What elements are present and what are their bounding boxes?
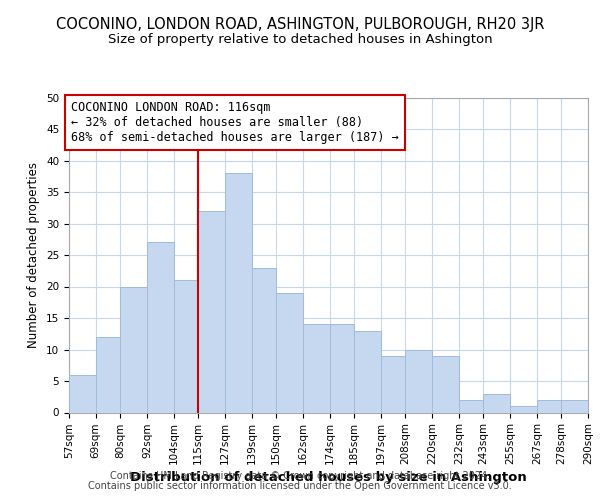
- Text: COCONINO, LONDON ROAD, ASHINGTON, PULBOROUGH, RH20 3JR: COCONINO, LONDON ROAD, ASHINGTON, PULBOR…: [56, 18, 544, 32]
- Bar: [381, 356, 406, 412]
- Bar: [251, 268, 276, 412]
- Bar: [225, 173, 251, 412]
- Text: Contains HM Land Registry data © Crown copyright and database right 2024.: Contains HM Land Registry data © Crown c…: [110, 471, 490, 481]
- Bar: [303, 324, 329, 412]
- Text: COCONINO LONDON ROAD: 116sqm
← 32% of detached houses are smaller (88)
68% of se: COCONINO LONDON ROAD: 116sqm ← 32% of de…: [71, 100, 399, 144]
- X-axis label: Distribution of detached houses by size in Ashington: Distribution of detached houses by size …: [130, 472, 527, 484]
- Bar: [484, 394, 510, 412]
- Bar: [198, 211, 225, 412]
- Bar: [276, 293, 303, 412]
- Bar: [354, 330, 381, 412]
- Bar: [69, 374, 96, 412]
- Bar: [147, 242, 173, 412]
- Text: Contains public sector information licensed under the Open Government Licence v3: Contains public sector information licen…: [88, 481, 512, 491]
- Bar: [537, 400, 561, 412]
- Bar: [561, 400, 588, 412]
- Bar: [329, 324, 354, 412]
- Bar: [459, 400, 484, 412]
- Bar: [432, 356, 459, 412]
- Bar: [406, 350, 432, 412]
- Bar: [510, 406, 537, 412]
- Bar: [120, 286, 147, 412]
- Bar: [96, 337, 120, 412]
- Y-axis label: Number of detached properties: Number of detached properties: [28, 162, 40, 348]
- Bar: [173, 280, 198, 412]
- Text: Size of property relative to detached houses in Ashington: Size of property relative to detached ho…: [107, 32, 493, 46]
